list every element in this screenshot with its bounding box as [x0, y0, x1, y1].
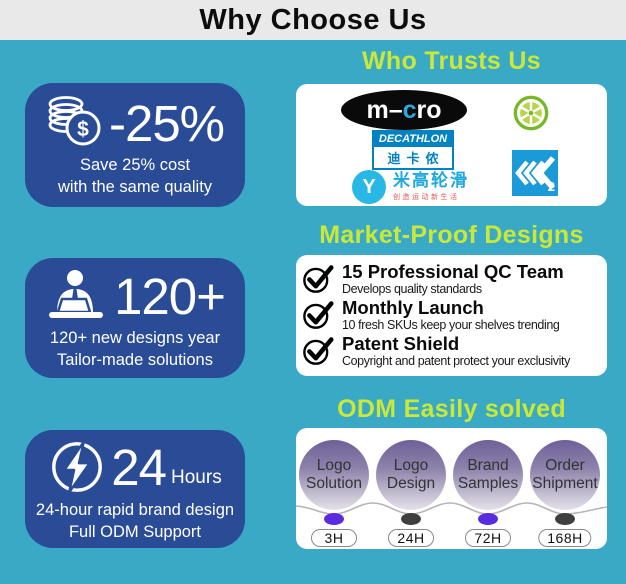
odm-step-label: Brand [467, 456, 509, 474]
migao-brand-logo: Y 米高轮滑 创造运动新生活 [352, 170, 469, 204]
odm-step-label: Solution [305, 475, 362, 492]
benefit-card-speed: 24 Hours 24-hour rapid brand design Full… [25, 430, 245, 548]
check-circle-icon [303, 301, 334, 329]
qc-item-desc: Copyright and patent protect your exclus… [342, 354, 570, 369]
lightning-icon [52, 440, 103, 494]
hours-unit: Hours [171, 467, 222, 488]
timeline-wave [296, 502, 607, 525]
list-item: Monthly Launch 10 fresh SKUs keep your s… [302, 297, 599, 334]
odm-step-label: Samples [457, 475, 519, 492]
dollar-glyph: $ [77, 118, 89, 141]
migao-logo-text: 米高轮滑 [393, 170, 469, 190]
odm-step-circle: Logo Solution [299, 440, 369, 510]
step-dot [478, 513, 498, 525]
check-circle-icon [303, 265, 334, 293]
odm-step-time-badge: 3H [311, 529, 357, 547]
odm-step-label: Logo [393, 456, 429, 474]
speed-caption-line: 24-hour rapid brand design [35, 501, 235, 519]
k2-chevrons-icon [515, 156, 556, 190]
odm-step-time-badge: 72H [465, 529, 511, 547]
discount-caption-line: Save 25% cost [79, 156, 191, 174]
check-circle-icon [303, 337, 334, 365]
title-bar: Why Choose Us [0, 0, 626, 40]
coins-dollar-icon: $ [48, 96, 101, 146]
step-dot [324, 513, 344, 525]
odm-step-circle: Order Shipment [530, 440, 600, 510]
designs-count: 120+ [114, 267, 226, 325]
section-heading-odm: ODM Easily solved [337, 395, 566, 423]
section-heading-trust: Who Trusts Us [362, 47, 541, 75]
list-item: Patent Shield Copyright and patent prote… [302, 333, 599, 370]
odm-step-circle: Brand Samples [453, 440, 523, 510]
discount-caption-line: with the same quality [57, 177, 213, 196]
designer-icon [49, 270, 104, 318]
decathlon-brand-logo: DECATHLON 迪卡侬 [372, 130, 454, 170]
speed-caption-line: Full ODM Support [68, 522, 202, 541]
page-title: Why Choose Us [199, 3, 427, 36]
micro-logo-text: ro [416, 95, 442, 124]
trusted-brands-panel: m– c ro DECATHLON 迪卡侬 Y 米高轮滑 创造运动新生活 [296, 84, 607, 206]
decathlon-logo-chinese-text: 迪卡侬 [372, 147, 454, 170]
odm-step-time-badge: 168H [538, 529, 592, 547]
qc-item-desc: 10 fresh SKUs keep your shelves trending [342, 318, 560, 333]
odm-step-label: Order [545, 456, 585, 474]
k2-brand-logo: 2 [512, 150, 558, 196]
qc-item-title: 15 Professional QC Team [342, 261, 564, 282]
micro-logo-text: m– [366, 95, 403, 124]
step-dot [401, 513, 421, 525]
benefit-card-designs: 120+ 120+ new designs year Tailor-made s… [25, 258, 245, 378]
migao-logo-slogan: 创造运动新生活 [393, 194, 460, 202]
decathlon-logo-text: DECATHLON [372, 130, 454, 147]
odm-step-label: Shipment [532, 475, 598, 492]
benefit-card-discount: $ -25% Save 25% cost with the same quali… [25, 83, 245, 207]
k2-logo-number: 2 [547, 179, 555, 194]
micro-logo-text: c [402, 95, 417, 124]
migao-logo-mark: Y [352, 170, 386, 204]
odm-steps-panel: Logo Solution Logo Design Brand Samples … [296, 428, 607, 549]
hours-count: 24 [111, 438, 167, 496]
odm-step-label: Design [386, 475, 436, 492]
designs-caption-line: Tailor-made solutions [57, 350, 213, 369]
qc-item-title: Monthly Launch [342, 297, 484, 319]
qc-item-desc: Develops quality standards [342, 282, 482, 297]
odm-step-time-badge: 24H [388, 529, 434, 547]
designs-caption-line: 120+ new designs year [49, 329, 221, 347]
micro-brand-logo: m– c ro [341, 90, 467, 130]
market-proof-panel: 15 Professional QC Team Develops quality… [296, 255, 607, 376]
odm-step-label: Logo [316, 456, 352, 474]
odm-step-circle: Logo Design [376, 440, 446, 510]
discount-value: -25% [108, 94, 225, 152]
list-item: 15 Professional QC Team Develops quality… [302, 261, 599, 298]
lime-brand-logo [513, 95, 549, 131]
step-dot [555, 513, 575, 525]
section-heading-designs: Market-Proof Designs [319, 221, 584, 249]
qc-item-title: Patent Shield [342, 333, 460, 355]
